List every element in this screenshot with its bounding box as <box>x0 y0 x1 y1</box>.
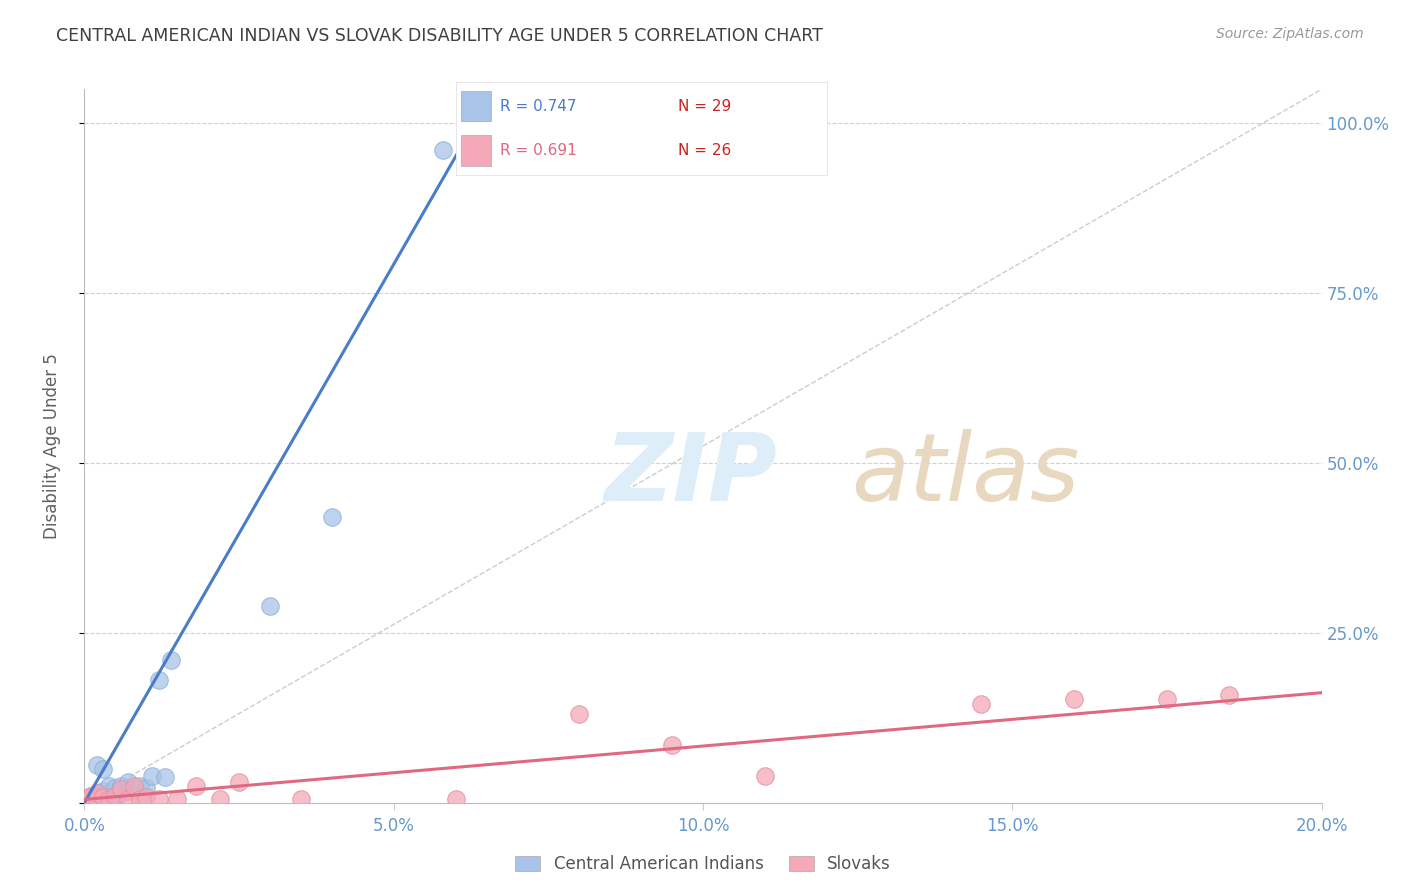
Point <box>86 789 108 803</box>
Point <box>1063 692 1085 706</box>
Point <box>79 789 101 803</box>
Point <box>184 779 207 793</box>
Point <box>104 789 127 803</box>
Point <box>79 792 101 806</box>
Point <box>160 653 183 667</box>
Point <box>110 779 132 793</box>
Point <box>91 762 114 776</box>
Point <box>166 792 188 806</box>
Point <box>79 792 101 806</box>
Point <box>148 673 170 688</box>
Point <box>117 792 139 806</box>
Point <box>129 792 152 806</box>
Point <box>153 770 176 784</box>
Point <box>661 738 683 752</box>
Point <box>117 783 139 797</box>
Point <box>86 792 108 806</box>
Point <box>290 792 312 806</box>
Point <box>209 792 232 806</box>
Point <box>104 780 127 795</box>
Point <box>86 786 108 800</box>
Point <box>98 792 121 806</box>
Point <box>129 779 152 793</box>
Point <box>259 599 281 613</box>
Text: atlas: atlas <box>852 429 1080 520</box>
Point <box>122 779 145 793</box>
Point <box>568 707 591 722</box>
Text: Source: ZipAtlas.com: Source: ZipAtlas.com <box>1216 27 1364 41</box>
Point <box>1156 692 1178 706</box>
Point <box>91 792 114 806</box>
Text: CENTRAL AMERICAN INDIAN VS SLOVAK DISABILITY AGE UNDER 5 CORRELATION CHART: CENTRAL AMERICAN INDIAN VS SLOVAK DISABI… <box>56 27 823 45</box>
Y-axis label: Disability Age Under 5: Disability Age Under 5 <box>42 353 60 539</box>
Point <box>135 790 157 805</box>
Legend: Central American Indians, Slovaks: Central American Indians, Slovaks <box>509 849 897 880</box>
Point <box>110 782 132 797</box>
Text: ZIP: ZIP <box>605 428 778 521</box>
Point <box>79 789 101 803</box>
Point <box>91 788 114 802</box>
Point <box>91 783 114 797</box>
Point <box>141 769 163 783</box>
Point <box>228 775 250 789</box>
Point <box>98 786 121 800</box>
Point <box>86 792 108 806</box>
Point <box>444 792 467 806</box>
Point <box>1218 689 1240 703</box>
Point <box>122 782 145 797</box>
Point <box>135 780 157 795</box>
Point <box>91 790 114 805</box>
Point <box>110 786 132 800</box>
Point <box>754 769 776 783</box>
Point <box>970 698 993 712</box>
Point <box>104 788 127 802</box>
Point <box>98 779 121 793</box>
Point <box>432 144 454 158</box>
Point <box>98 790 121 805</box>
Point <box>104 792 127 806</box>
Point <box>148 792 170 806</box>
Point <box>321 510 343 524</box>
Point <box>86 758 108 772</box>
Point <box>117 775 139 789</box>
